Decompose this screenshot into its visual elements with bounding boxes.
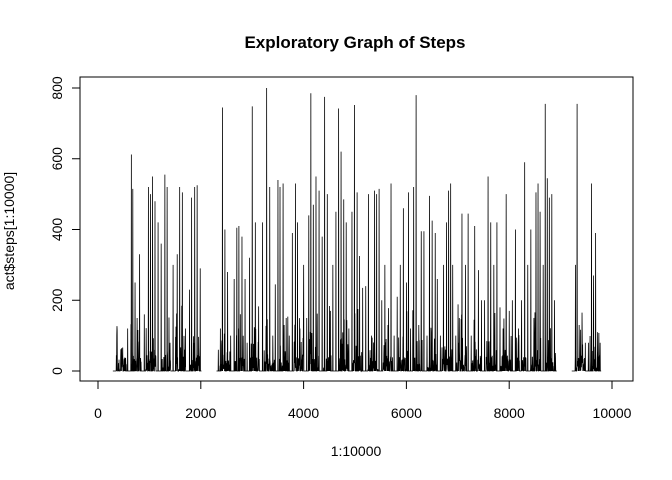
y-axis-label: act$steps[1:10000] (1, 172, 17, 290)
y-tick-label: 0 (49, 367, 65, 375)
series-group (112, 87, 602, 373)
x-tick-label: 0 (94, 405, 102, 421)
y-tick-label: 800 (49, 76, 65, 100)
series-line-segment (571, 103, 602, 372)
y-tick-label: 400 (49, 218, 65, 242)
y-tick-label: 200 (49, 288, 65, 312)
x-tick-label: 4000 (288, 405, 319, 421)
y-axis: 0 200 400 600 800 (49, 76, 81, 375)
series-line-segment (112, 154, 202, 373)
series-line-segment (216, 87, 557, 373)
x-axis-label: 1:10000 (331, 443, 382, 459)
x-tick-label: 10000 (593, 405, 632, 421)
x-tick-label: 2000 (185, 405, 216, 421)
y-tick-label: 600 (49, 147, 65, 171)
x-axis: 0 2000 4000 6000 8000 10000 (94, 380, 632, 421)
chart-title: Exploratory Graph of Steps (244, 33, 465, 52)
x-tick-label: 8000 (494, 405, 525, 421)
x-tick-label: 6000 (391, 405, 422, 421)
